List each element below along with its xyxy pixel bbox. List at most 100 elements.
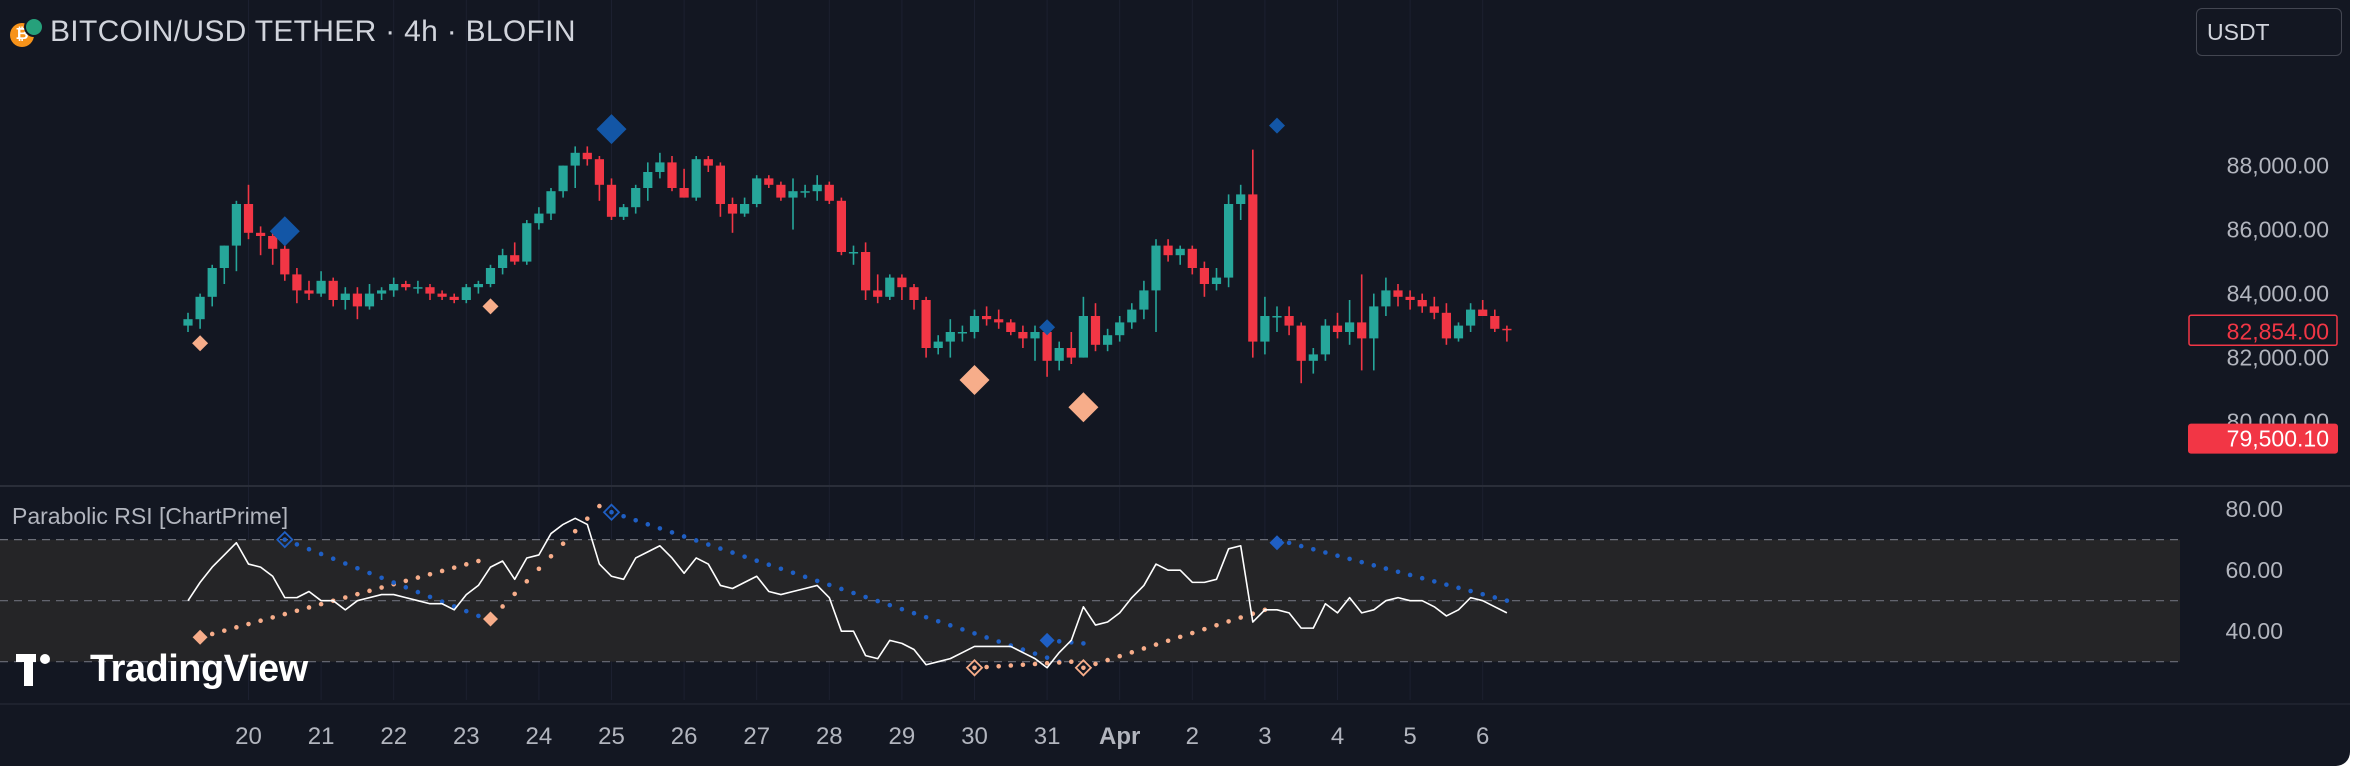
candle-body xyxy=(667,162,677,188)
candle-body xyxy=(812,184,822,192)
candle xyxy=(1139,280,1149,320)
sar-dot xyxy=(1335,553,1340,559)
candle-body xyxy=(994,319,1004,323)
sar-dot xyxy=(451,565,457,570)
price-tick-label: 86,000.00 xyxy=(2227,217,2329,243)
candle-body xyxy=(1211,277,1222,284)
sar-dot xyxy=(1432,579,1437,584)
candle xyxy=(268,229,278,265)
sar-dot xyxy=(367,570,372,576)
time-tick-label: 25 xyxy=(598,723,625,750)
symbol-title: BITCOIN/USD TETHER · 4h · BLOFIN xyxy=(50,15,576,48)
candle xyxy=(485,264,496,288)
candle xyxy=(1320,319,1330,361)
axis-layer: 80,000.0082,000.0084,000.0086,000.0088,0… xyxy=(235,153,2338,750)
rsi-band-background xyxy=(0,539,2180,662)
candle xyxy=(546,188,556,220)
candle xyxy=(1429,296,1439,320)
bull-rsi-signal xyxy=(483,611,498,627)
candle xyxy=(1066,332,1076,364)
candle xyxy=(1175,245,1185,265)
bear-rsi-signal xyxy=(1269,535,1285,551)
sar-dot xyxy=(923,614,929,620)
bear-rsi-signal xyxy=(276,530,294,549)
currency-selector-button[interactable]: USDT xyxy=(2196,8,2342,56)
candle-body xyxy=(1163,245,1173,256)
sar-dot xyxy=(464,562,469,567)
sar-dot xyxy=(1444,582,1449,587)
sar-dot xyxy=(367,588,372,594)
candle-body xyxy=(1187,248,1197,268)
candle-body xyxy=(861,252,871,291)
candle xyxy=(740,197,750,217)
candle-body xyxy=(1502,328,1512,331)
candle-body xyxy=(897,277,907,288)
bull-sar-dots xyxy=(972,659,1074,671)
candle-body xyxy=(207,268,217,297)
candle-body xyxy=(401,284,411,288)
candle-body xyxy=(1478,309,1488,316)
candle-body xyxy=(873,290,883,297)
candle xyxy=(594,156,604,201)
sar-dot xyxy=(294,608,300,614)
candle-body xyxy=(461,287,471,300)
candle xyxy=(788,178,798,230)
candle xyxy=(219,245,229,284)
bear-rsi-signal xyxy=(1039,632,1055,648)
candle-body xyxy=(619,207,629,217)
sar-dot xyxy=(1056,639,1062,644)
sar-dot xyxy=(609,509,614,515)
candle-body xyxy=(1441,312,1451,339)
candle-body xyxy=(1090,316,1101,345)
time-tick-label: 28 xyxy=(816,723,843,750)
candle xyxy=(473,280,483,294)
candle-body xyxy=(437,293,447,297)
price-tick-label: 84,000.00 xyxy=(2227,281,2329,307)
candle xyxy=(1103,328,1113,352)
sar-dot xyxy=(403,585,409,590)
candle-body xyxy=(740,204,750,214)
candle-body xyxy=(546,191,556,214)
candle xyxy=(498,248,508,275)
candle-body xyxy=(909,287,919,300)
candle xyxy=(1417,293,1427,313)
candle-body xyxy=(522,223,532,262)
candle-body xyxy=(1369,306,1379,339)
candle xyxy=(861,242,871,300)
candle xyxy=(231,200,241,272)
symbol-header[interactable]: ₿ BITCOIN/USD TETHER · 4h · BLOFIN xyxy=(10,12,576,52)
candle-body xyxy=(485,268,496,284)
sar-dot xyxy=(246,621,251,627)
candle xyxy=(1490,309,1500,332)
bull-signal-diamond xyxy=(482,298,499,315)
candle-body xyxy=(1284,316,1294,326)
time-tick-label: 24 xyxy=(526,723,553,750)
candle-body xyxy=(1272,316,1282,318)
candle-body xyxy=(703,159,713,166)
bull-signal-diamond xyxy=(192,335,209,352)
candle-body xyxy=(836,200,846,252)
sar-dot xyxy=(343,561,348,566)
candle xyxy=(885,274,895,300)
candle xyxy=(1030,325,1040,361)
time-tick-label: 21 xyxy=(308,723,335,750)
indicator-legend-title[interactable]: Parabolic RSI [ChartPrime] xyxy=(12,503,289,529)
candle xyxy=(1478,300,1488,316)
candle-body xyxy=(800,191,810,193)
candle xyxy=(1187,245,1197,275)
candle xyxy=(957,325,967,342)
candle-body xyxy=(219,245,229,268)
bear-sar-dots xyxy=(282,537,481,619)
candle xyxy=(1018,325,1028,348)
sar-dot xyxy=(948,623,953,628)
sar-dot xyxy=(439,599,445,604)
candle xyxy=(1466,303,1476,332)
sar-dot xyxy=(1298,543,1304,549)
candle-body xyxy=(1115,322,1125,336)
candle xyxy=(352,287,362,320)
sar-dot xyxy=(222,628,227,633)
time-tick-label: Apr xyxy=(1099,723,1140,750)
sar-dot xyxy=(1480,591,1485,597)
